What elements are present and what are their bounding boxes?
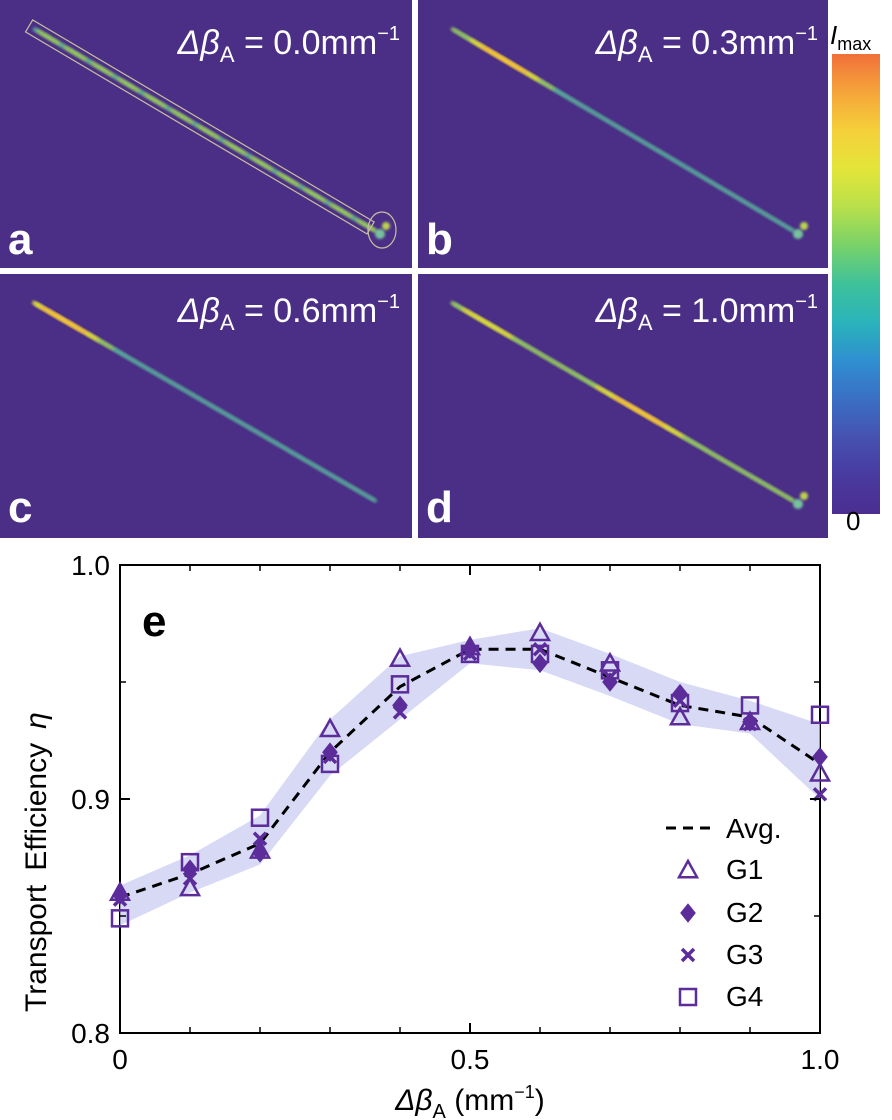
g1-point (388, 647, 412, 668)
panel-b: ΔβA = 0.3mm−1 b (418, 0, 828, 268)
g4-point (810, 705, 830, 725)
legend-g1-symbol (676, 858, 700, 879)
panel-a-letter: a (8, 215, 33, 264)
panel-d-background (418, 274, 828, 538)
output-spot (800, 222, 808, 230)
g4-point (110, 909, 130, 928)
data-markers (108, 621, 832, 928)
colorbar-max-label: Imax (830, 20, 871, 54)
g1-point (808, 761, 832, 782)
panel-d-beam (450, 301, 808, 509)
g4-point (250, 808, 270, 827)
legend-g3-label: G3 (726, 939, 763, 970)
panel-b-beam (450, 27, 808, 239)
panel-d-letter: d (426, 483, 453, 532)
panel-a-beam (24, 19, 397, 249)
tick-labels: 0 0.5 1.0 0.8 0.9 1.0 (71, 550, 839, 1075)
legend-avg-label: Avg. (726, 813, 782, 844)
y-tick-label: 0.9 (71, 784, 110, 815)
panel-b-background (418, 0, 828, 268)
y-tick-label: 0.8 (71, 1018, 110, 1049)
g3-point (112, 892, 128, 907)
g2-point (812, 747, 828, 767)
x-tick-label: 0.5 (451, 1044, 490, 1075)
colorbar-min-label: 0 (846, 506, 860, 536)
panel-c-title: ΔβA = 0.6mm−1 (177, 291, 400, 335)
avg-line (119, 647, 821, 899)
y-tick-label: 1.0 (71, 550, 110, 581)
legend-g3-symbol (680, 947, 696, 963)
output-outline (367, 211, 397, 249)
output-spot (382, 222, 390, 230)
g2-point (112, 885, 128, 905)
colorbar: Imax 0 (830, 20, 880, 536)
g4-point (530, 644, 550, 664)
panel-a: ΔβA = 0.0mm−1 a (0, 0, 412, 268)
panel-c-beam (31, 300, 378, 503)
panel-d-title: ΔβA = 1.0mm−1 (595, 291, 818, 335)
g1-point (178, 876, 202, 897)
g4-point (600, 661, 620, 680)
y-axis-label: TransportEfficiencyη (20, 712, 53, 1012)
legend: Avg. G1 G2 G3 G4 (666, 813, 782, 1012)
panel-a-title: ΔβA = 0.0mm−1 (177, 23, 400, 67)
g4-point (460, 644, 480, 664)
g1-point (528, 621, 552, 642)
x-tick-label: 0 (112, 1044, 128, 1075)
panel-c: ΔβA = 0.6mm−1 c (0, 274, 412, 538)
beam-spot (370, 497, 378, 503)
legend-g3-marker (680, 947, 696, 963)
panel-c-background (0, 274, 412, 538)
g3-point (252, 831, 268, 847)
panel-d: ΔβA = 1.0mm−1 d (418, 274, 828, 538)
legend-g4-label: G4 (726, 981, 763, 1012)
panel-c-letter: c (8, 483, 32, 532)
g2-point (252, 843, 268, 863)
g4-point (740, 696, 760, 715)
output-spot (793, 499, 803, 509)
g3-point (462, 646, 478, 662)
output-spot (800, 492, 808, 500)
g1-point (668, 705, 692, 726)
legend-g4-marker (678, 987, 698, 1007)
panel-e-letter: e (142, 597, 166, 646)
output-spot (375, 229, 385, 239)
g4-point (390, 675, 410, 694)
panel-b-letter: b (426, 215, 453, 264)
chart-e: 0 0.5 1.00.80.91.0 e TransportEfficiencyη … (20, 550, 839, 1120)
legend-g1-marker (676, 858, 700, 879)
g4-point (670, 693, 690, 713)
colorbar-gradient (832, 54, 880, 514)
beam-spot (788, 227, 796, 233)
g2-point (532, 653, 548, 674)
legend-g2-label: G2 (726, 897, 763, 928)
g3-point (672, 693, 688, 708)
panel-a-background (0, 0, 412, 268)
waveguide-outline (24, 19, 375, 235)
g4-point (180, 852, 200, 872)
legend-g2-symbol (680, 903, 696, 923)
panel-b-title: ΔβA = 0.3mm−1 (595, 23, 818, 67)
std-band (120, 628, 820, 926)
output-spot (793, 229, 803, 239)
legend-g1-label: G1 (726, 854, 763, 885)
g3-point (182, 871, 198, 886)
axis-ticks (119, 564, 821, 1034)
x-tick-label: 1.0 (801, 1044, 840, 1075)
g3-point (392, 705, 408, 720)
x-axis-label: ΔβA (mm−1) (394, 1082, 544, 1120)
g4-point (320, 754, 340, 774)
g1-point (318, 717, 342, 738)
plot-area (119, 564, 821, 1034)
legend-g2-marker (680, 903, 696, 923)
g3-point (742, 716, 758, 732)
legend-g4-symbol (678, 987, 698, 1007)
